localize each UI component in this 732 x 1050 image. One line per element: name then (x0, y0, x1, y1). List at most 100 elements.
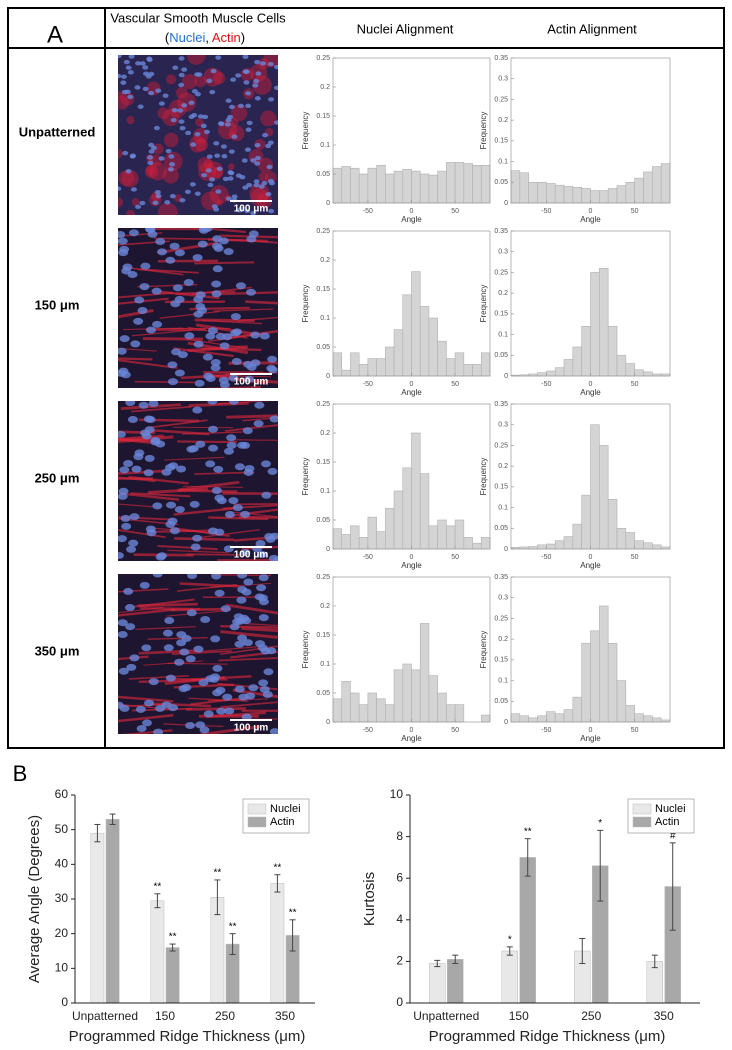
nucleus (125, 65, 132, 70)
histogram-bar (332, 698, 343, 723)
histogram-bar (393, 170, 404, 204)
histogram-bar (625, 532, 635, 550)
actin-blob (194, 75, 207, 88)
nucleus (168, 167, 175, 172)
y-axis-label: Frequency (301, 112, 310, 150)
nucleus (245, 103, 252, 109)
nucleus (234, 685, 245, 693)
nucleus (189, 182, 196, 187)
nucleus (206, 154, 213, 159)
nucleus (242, 185, 249, 190)
nucleus (265, 143, 272, 149)
actin-fiber (220, 701, 278, 708)
x-tick-label: 50 (631, 554, 639, 561)
legend-label: Nuclei (655, 803, 686, 815)
actin-blob (230, 104, 248, 122)
actin-blob (204, 161, 224, 181)
actin-fiber (157, 544, 218, 551)
nucleus (137, 104, 144, 109)
nucleus (225, 196, 232, 201)
actin-blob (197, 157, 213, 172)
legend-label: Actin (655, 816, 679, 828)
nucleus (274, 120, 278, 125)
actin-fiber (130, 492, 191, 498)
nucleus (265, 191, 272, 197)
actin-fiber (220, 630, 278, 639)
nucleus (191, 112, 198, 118)
nucleus (268, 208, 275, 214)
nucleus (188, 100, 195, 106)
nucleus (246, 120, 253, 126)
nucleus (227, 176, 234, 181)
nucleus (258, 574, 269, 582)
histogram-bar (341, 534, 351, 550)
histogram-bar (519, 715, 529, 723)
nucleus (222, 693, 233, 701)
error-bar (651, 954, 658, 969)
nucleus (157, 248, 168, 256)
histogram-bar (376, 698, 386, 723)
nucleus (253, 420, 264, 428)
nucleus (165, 256, 176, 264)
y-tick-label: 0 (504, 200, 508, 207)
y-axis-label: Frequency (301, 285, 310, 323)
nucleus (268, 97, 275, 102)
nucleus (194, 91, 201, 97)
nucleus (231, 357, 242, 365)
nucleus (181, 684, 192, 692)
nucleus (137, 307, 148, 315)
x-tick-label: 150 (509, 1009, 529, 1023)
nucleus (169, 162, 176, 167)
nucleus (243, 80, 250, 85)
nucleus (155, 237, 166, 245)
significance-mark: * (508, 934, 512, 945)
actin-fiber (167, 549, 228, 554)
nucleus (219, 342, 230, 350)
nucleus (142, 65, 149, 70)
actin-fiber (245, 300, 278, 305)
nucleus (235, 173, 242, 178)
nucleus (194, 72, 201, 77)
nucleus (227, 170, 234, 175)
nucleus (212, 242, 223, 250)
actin-fiber (118, 357, 153, 361)
nucleus (172, 65, 179, 70)
nucleus (181, 103, 188, 108)
actin-fiber (118, 503, 154, 508)
significance-mark: ** (169, 932, 177, 943)
x-tick-label: Unpatterned (72, 1009, 138, 1023)
y-tick-label: 0.3 (498, 422, 508, 429)
y-tick-label: 0.05 (494, 179, 508, 186)
y-axis-label: Frequency (479, 112, 488, 150)
histogram-bar (463, 163, 473, 204)
significance-mark: ** (274, 862, 282, 873)
significance-mark: ** (154, 881, 162, 892)
histogram-bar (411, 170, 421, 204)
histogram-bar (402, 663, 412, 723)
x-tick-label: 350 (275, 1009, 295, 1023)
error-bar (434, 959, 441, 968)
actin-fiber (118, 437, 155, 443)
actin-fiber (194, 261, 255, 265)
y-tick-label: 0 (326, 373, 330, 380)
nucleus (274, 64, 278, 70)
nucleus (258, 184, 265, 189)
histogram-bar (590, 272, 600, 377)
nucleus (129, 513, 140, 521)
x-tick-label: -50 (363, 727, 373, 734)
nucleus (139, 61, 146, 66)
actin-fiber (195, 323, 257, 336)
x-axis-label: Angle (401, 388, 422, 397)
nucleus (201, 172, 208, 178)
histogram-bar (454, 704, 465, 723)
nucleus (252, 83, 259, 88)
actin-blob (186, 55, 206, 65)
nucleus (266, 164, 273, 170)
micrograph (118, 228, 278, 388)
actin-fiber (199, 725, 261, 734)
nucleus (208, 444, 219, 452)
x-axis-label: Programmed Ridge Thickness (μm) (429, 1028, 666, 1045)
histogram-bar (634, 713, 644, 723)
x-tick-label: -50 (363, 208, 373, 215)
nucleus (237, 103, 244, 109)
